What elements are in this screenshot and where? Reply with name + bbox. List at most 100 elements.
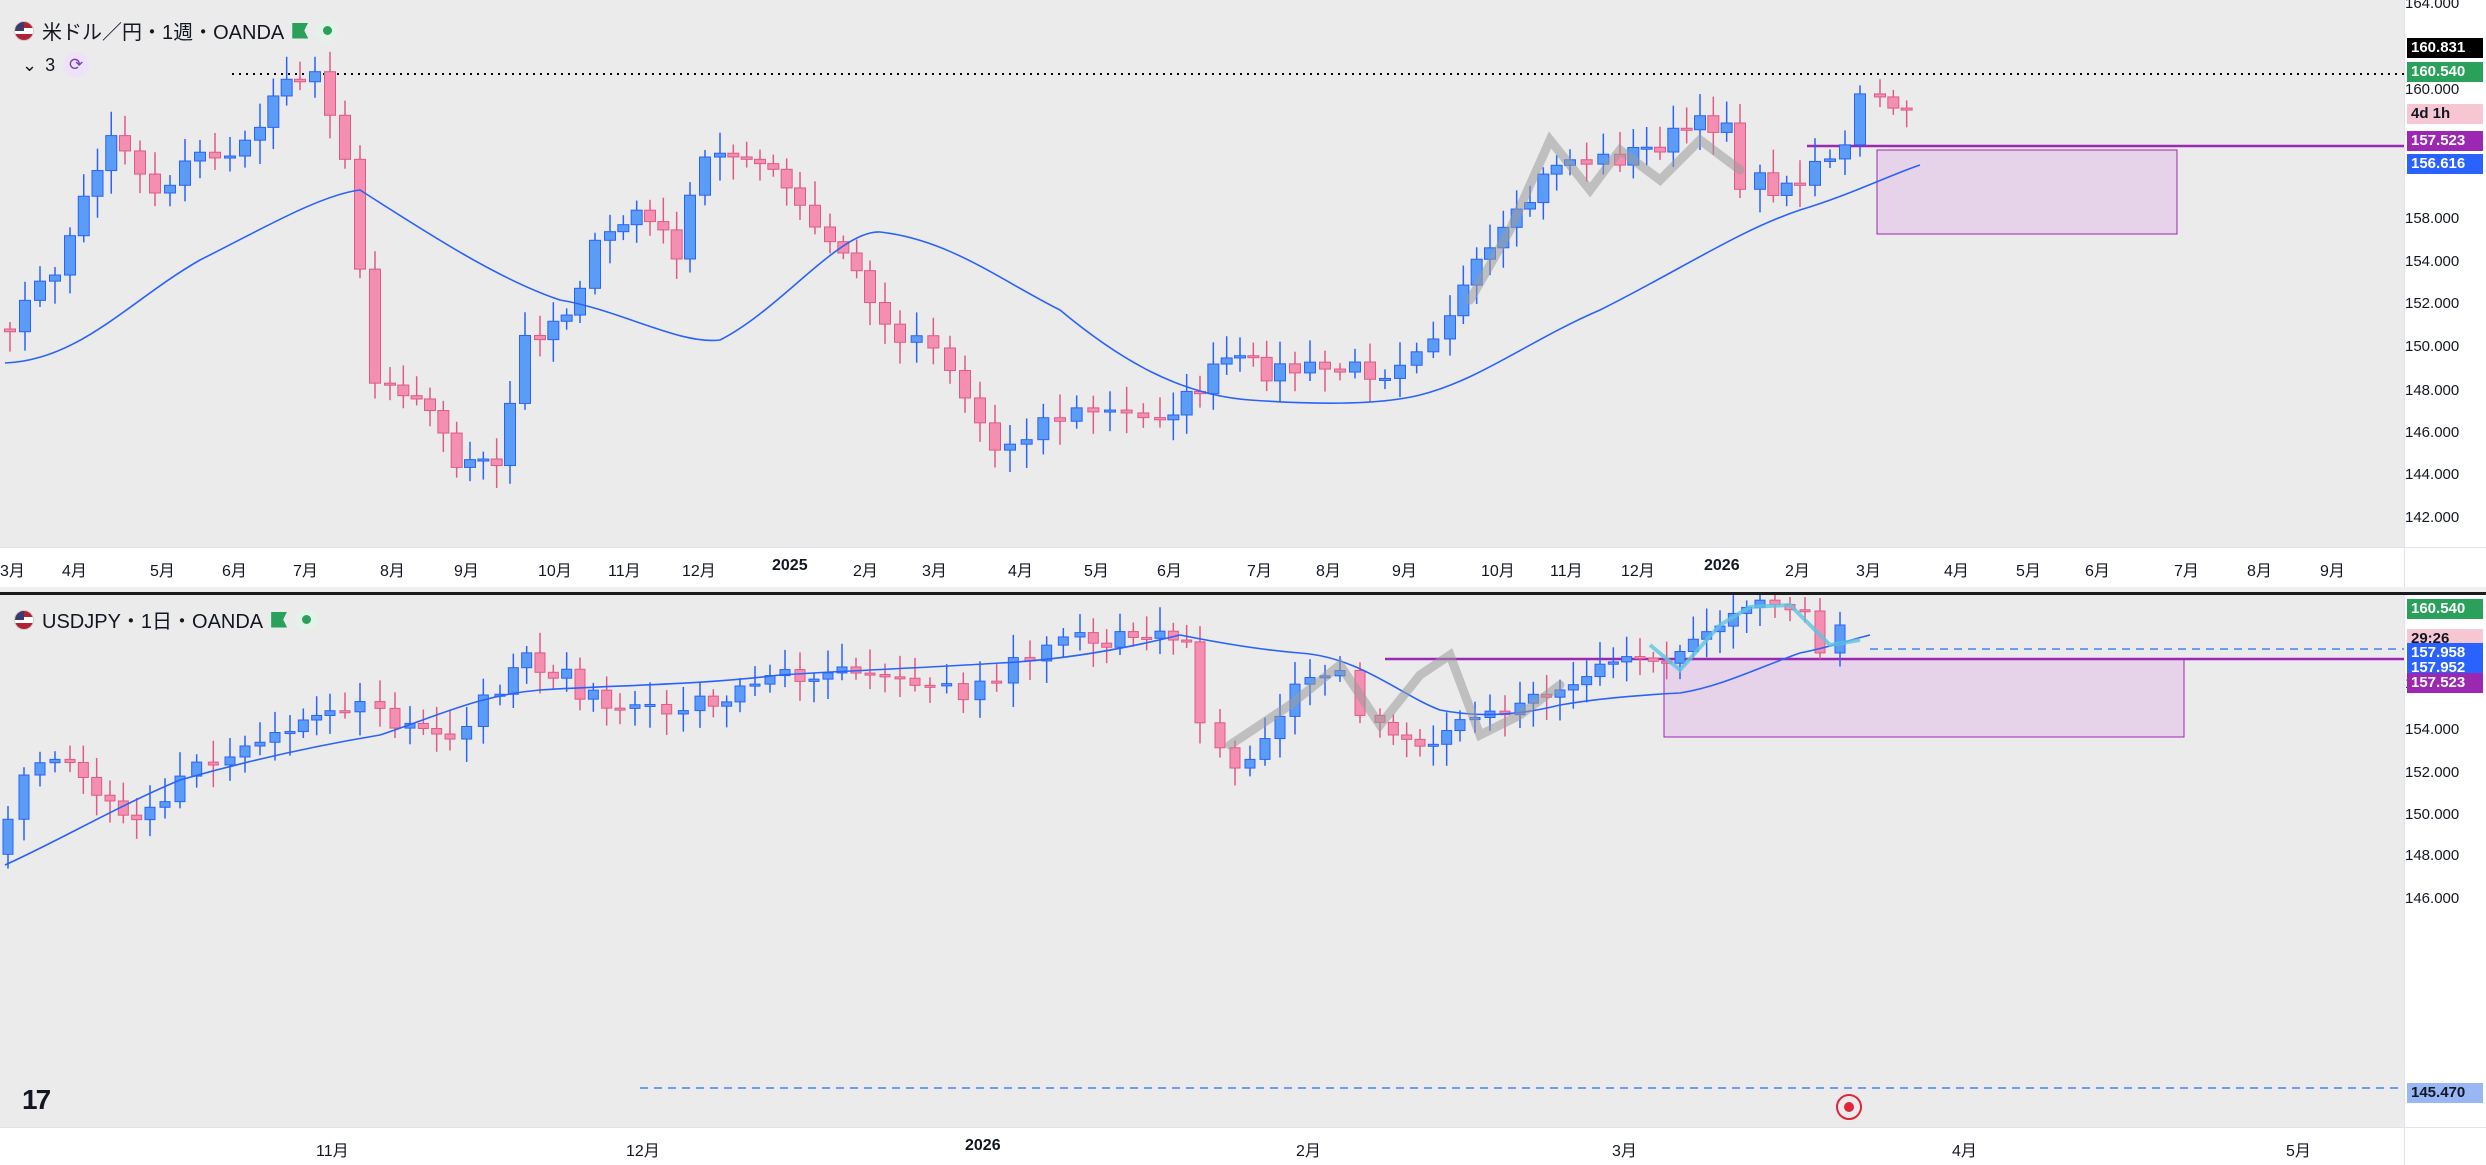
candle-body[interactable] (18, 774, 30, 820)
candle-body[interactable] (1394, 364, 1406, 379)
candle-body[interactable] (134, 150, 146, 175)
moving-average-line[interactable] (4, 634, 1871, 866)
candle-body[interactable] (1074, 632, 1086, 638)
weekly-symbol-title[interactable]: 米ドル／円・1週・OANDA (42, 22, 285, 44)
candle-body[interactable] (254, 126, 266, 141)
sync-icon[interactable]: ⟳ (63, 52, 90, 78)
daily-price-scale[interactable]: 156.000154.000152.000150.000148.000146.0… (2404, 595, 2486, 1127)
candle-body[interactable] (959, 369, 971, 399)
candle-body[interactable] (1214, 722, 1226, 749)
candle-body[interactable] (1194, 641, 1206, 724)
candle-body[interactable] (836, 666, 848, 674)
candle-body[interactable] (989, 422, 1001, 451)
candle-body[interactable] (389, 707, 401, 729)
daily-plot-area[interactable]: USDJPY, 1日 USDJPY・1日・OANDA 17 (0, 595, 2404, 1127)
candle-body[interactable] (850, 252, 863, 272)
candle-body[interactable] (864, 672, 876, 676)
candle-body[interactable] (519, 334, 531, 404)
candle-body[interactable] (927, 335, 940, 349)
candle-body[interactable] (254, 741, 266, 747)
candle-body[interactable] (547, 320, 560, 341)
target-icon[interactable] (1836, 1094, 1862, 1120)
daily-chart-pane[interactable]: USDJPY, 1日 USDJPY・1日・OANDA 17 156.000154… (0, 592, 2486, 1165)
candle-body[interactable] (767, 163, 780, 170)
weekly-legend[interactable]: 米ドル／円・1週・OANDA (14, 16, 339, 45)
candle-body[interactable] (894, 676, 906, 680)
candle-body[interactable] (1260, 356, 1273, 382)
candle-body[interactable] (714, 152, 726, 158)
candle-body[interactable] (587, 689, 599, 700)
candle-body[interactable] (944, 347, 956, 371)
candle-body[interactable] (311, 714, 323, 721)
candle-body[interactable] (617, 224, 630, 233)
candle-body[interactable] (1410, 351, 1423, 366)
candle-body[interactable] (397, 384, 410, 397)
candle-body[interactable] (1220, 357, 1233, 365)
candle-body[interactable] (1550, 164, 1563, 175)
candle-body[interactable] (661, 703, 673, 715)
candle-body[interactable] (534, 652, 546, 673)
candle-body[interactable] (164, 184, 176, 194)
candle-body[interactable] (1680, 127, 1693, 131)
candle-body[interactable] (2, 818, 14, 855)
daily-time-axis[interactable]: 11月 12月 2026 2月 3月 4月 5月 (0, 1127, 2404, 1165)
candle-body[interactable] (1444, 315, 1456, 340)
candle-body[interactable] (174, 775, 186, 803)
rectangle-zone[interactable] (1876, 149, 2178, 235)
candle-body[interactable] (34, 280, 46, 301)
candle-body[interactable] (864, 270, 876, 304)
candle-body[interactable] (1414, 738, 1426, 747)
candle-body[interactable] (1041, 644, 1053, 662)
candle-body[interactable] (267, 95, 280, 128)
candle-body[interactable] (410, 395, 423, 400)
candle-body[interactable] (1780, 182, 1793, 196)
candle-body[interactable] (1734, 122, 1746, 190)
candle-body[interactable] (1687, 638, 1699, 653)
candle-body[interactable] (77, 762, 89, 778)
candle-body[interactable] (1087, 407, 1100, 413)
candle-body[interactable] (1234, 355, 1246, 359)
candle-body[interactable] (879, 302, 891, 325)
candle-body[interactable] (1349, 361, 1361, 373)
candle-body[interactable] (677, 710, 689, 715)
candle-body[interactable] (1887, 96, 1900, 109)
candle-body[interactable] (670, 229, 683, 260)
candle-body[interactable] (131, 814, 143, 821)
candle-body[interactable] (1720, 122, 1733, 133)
candle-body[interactable] (309, 71, 321, 83)
candle-body[interactable] (1654, 146, 1666, 153)
candle-body[interactable] (444, 733, 456, 740)
candle-body[interactable] (1581, 676, 1593, 686)
candle-body[interactable] (1070, 407, 1083, 422)
candle-body[interactable] (754, 158, 766, 165)
candle-body[interactable] (224, 155, 236, 159)
candle-body[interactable] (644, 703, 656, 707)
candle-body[interactable] (1834, 624, 1846, 654)
candle-body[interactable] (879, 674, 891, 678)
weekly-time-axis[interactable]: 3月 4月 5月 6月 7月 8月 9月 10月 11月 12月 2025 2月 3月 4月 5月 6月 7月 8… (0, 547, 2404, 587)
weekly-price-scale[interactable]: 164.000 160.000 158.000 154.000 152.000 150.0… (2404, 0, 2486, 547)
candle-body[interactable] (280, 78, 293, 97)
candle-body[interactable] (1427, 743, 1439, 747)
candle-body[interactable] (924, 684, 936, 688)
candle-body[interactable] (461, 725, 473, 740)
candle-body[interactable] (64, 235, 76, 276)
candle-body[interactable] (1319, 361, 1331, 370)
candle-body[interactable] (1694, 115, 1706, 131)
candle-body[interactable] (159, 801, 171, 808)
candle-body[interactable] (1640, 146, 1653, 150)
candle-body[interactable] (1114, 631, 1126, 648)
candle-body[interactable] (1141, 636, 1153, 640)
candle-body[interactable] (224, 756, 236, 766)
candle-body[interactable] (601, 689, 613, 709)
projection-path[interactable] (1648, 602, 1861, 673)
indicator-toggle[interactable]: ⌄ 3 ⟳ (22, 52, 90, 78)
candle-body[interactable] (294, 78, 306, 83)
rectangle-zone[interactable] (1663, 658, 2185, 738)
candle-body[interactable] (779, 669, 791, 677)
candle-body[interactable] (1289, 363, 1301, 374)
candle-body[interactable] (239, 139, 251, 157)
candle-body[interactable] (324, 71, 336, 116)
candle-body[interactable] (727, 152, 740, 158)
candle-body[interactable] (1567, 684, 1579, 691)
